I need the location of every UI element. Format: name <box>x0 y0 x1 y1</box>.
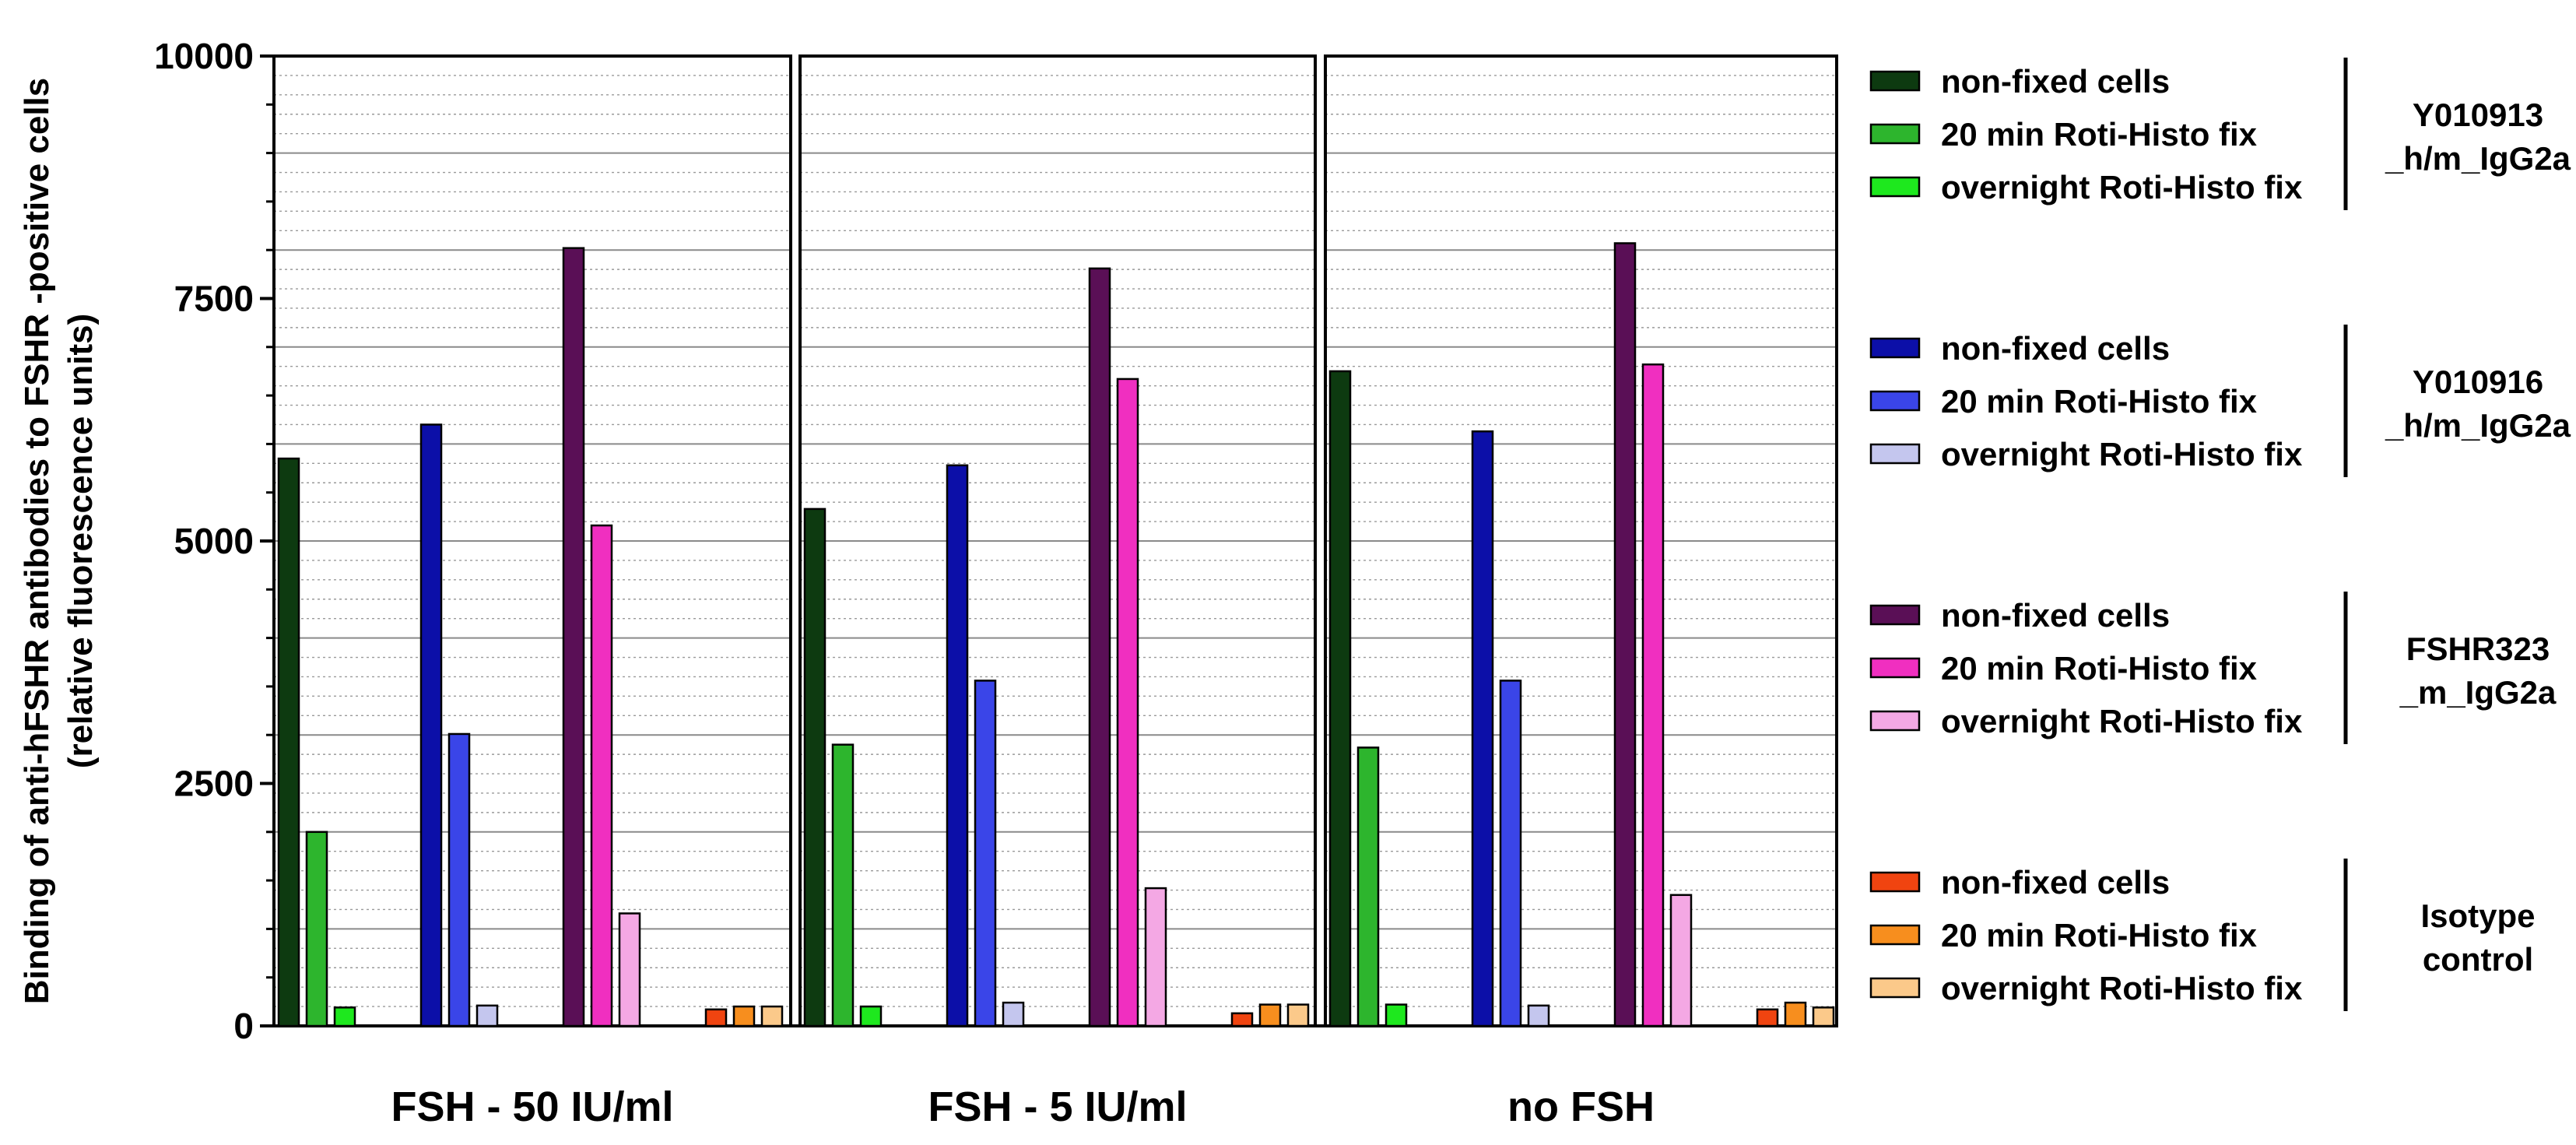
bar <box>803 508 826 1027</box>
y-axis-subtitle: (relative fluorescence units) <box>61 314 100 768</box>
legend-group-1: non-fixed cells 20 min Roti-Histo fix over… <box>1869 58 2571 210</box>
bar <box>1756 1008 1779 1027</box>
legend-group-3: non-fixed cells 20 min Roti-Histo fix over… <box>1869 592 2557 744</box>
bar <box>1641 363 1665 1027</box>
legend-swatch <box>1869 70 1921 92</box>
bar <box>1286 1003 1310 1027</box>
panel-3 <box>1324 54 1838 1027</box>
bar <box>1230 1012 1254 1027</box>
legend-antibody-name: Y010916 <box>2413 364 2543 400</box>
bar <box>1784 1001 1807 1027</box>
bar <box>974 680 997 1027</box>
y-tick-label: 10000 <box>154 36 254 76</box>
legend-antibody-isotype: control <box>2423 941 2533 978</box>
bar <box>1471 430 1494 1027</box>
legend-label: 20 min Roti-Histo fix <box>1941 650 2258 687</box>
legend-swatch <box>1869 176 1921 198</box>
legend-swatch <box>1869 871 1921 893</box>
bar <box>1527 1004 1550 1027</box>
legend-label: overnight Roti-Histo fix <box>1941 169 2303 205</box>
x-category-label: FSH - 5 IU/ml <box>928 1084 1187 1130</box>
legend-group-4: non-fixed cells 20 min Roti-Histo fix over… <box>1869 859 2536 1011</box>
bar <box>831 743 855 1027</box>
legend-swatch <box>1869 977 1921 999</box>
bar <box>1116 378 1139 1027</box>
bar <box>1356 746 1380 1027</box>
legend-swatch <box>1869 443 1921 465</box>
bar <box>859 1005 883 1027</box>
bar <box>1812 1006 1835 1027</box>
x-category-label: FSH - 50 IU/ml <box>391 1084 673 1130</box>
legend-antibody-name: Y010913 <box>2413 97 2543 133</box>
bar <box>946 464 969 1027</box>
bar <box>1385 1003 1408 1027</box>
y-tick-label: 7500 <box>174 279 254 319</box>
bar <box>277 457 300 1027</box>
y-axis-title: Binding of anti-hFSHR antibodies to FSHR… <box>18 78 56 1004</box>
bar <box>1258 1003 1282 1027</box>
panel-1 <box>272 54 792 1027</box>
legend-label: overnight Roti-Histo fix <box>1941 436 2303 472</box>
legend-swatch <box>1869 123 1921 145</box>
bar <box>476 1004 499 1027</box>
legend-antibody-isotype: _m_IgG2a <box>2399 674 2557 711</box>
legend-label: non-fixed cells <box>1941 864 2170 901</box>
legend-antibody-isotype: _h/m_IgG2a <box>2385 140 2571 177</box>
legend-swatch <box>1869 604 1921 626</box>
legend-label: 20 min Roti-Histo fix <box>1941 116 2258 153</box>
legend-label: non-fixed cells <box>1941 597 2170 634</box>
bar <box>562 247 585 1027</box>
bar <box>447 732 471 1027</box>
bar <box>305 831 328 1027</box>
legend-label: overnight Roti-Histo fix <box>1941 703 2303 739</box>
legend-swatch <box>1869 337 1921 359</box>
legend-label: 20 min Roti-Histo fix <box>1941 917 2258 954</box>
bar <box>704 1008 728 1027</box>
bar <box>760 1005 784 1027</box>
legend-group-2: non-fixed cells 20 min Roti-Histo fix over… <box>1869 325 2571 477</box>
bar <box>1613 242 1637 1027</box>
bar <box>1088 267 1111 1027</box>
bar <box>333 1006 356 1027</box>
legend-antibody-name: Isotype <box>2420 897 2535 934</box>
bar <box>1144 887 1167 1027</box>
legend-antibody-isotype: _h/m_IgG2a <box>2385 407 2571 444</box>
x-category-label: no FSH <box>1507 1084 1655 1130</box>
bar <box>1002 1001 1025 1027</box>
y-tick-label: 5000 <box>174 521 254 561</box>
legend-label: overnight Roti-Histo fix <box>1941 970 2303 1006</box>
legend-swatch <box>1869 390 1921 412</box>
bar <box>618 912 641 1027</box>
legend-swatch <box>1869 924 1921 946</box>
bar <box>1499 680 1522 1027</box>
legend-antibody-name: FSHR323 <box>2406 630 2550 667</box>
legend-swatch <box>1869 657 1921 679</box>
legend-swatch <box>1869 710 1921 732</box>
panel-2 <box>798 54 1317 1027</box>
legend-label: non-fixed cells <box>1941 63 2170 100</box>
bar <box>1328 370 1352 1027</box>
bar <box>732 1005 756 1027</box>
legend-label: 20 min Roti-Histo fix <box>1941 383 2258 420</box>
legend-label: non-fixed cells <box>1941 330 2170 367</box>
bar <box>590 524 613 1027</box>
bar <box>419 423 443 1027</box>
y-tick-label: 0 <box>233 1006 254 1046</box>
y-tick-label: 2500 <box>174 764 254 804</box>
bar <box>1669 894 1693 1027</box>
